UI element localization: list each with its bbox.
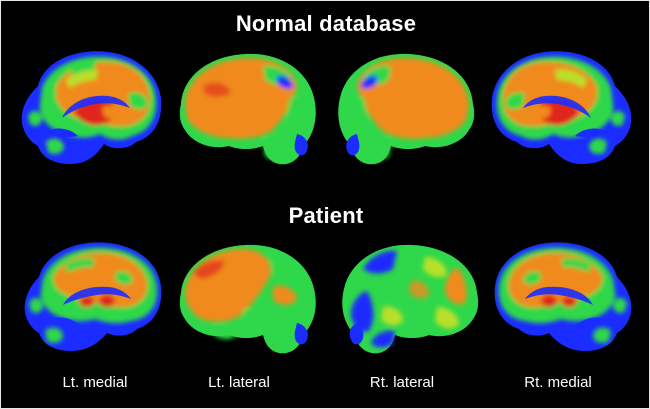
normal-lt-medial-brain-image <box>21 51 162 165</box>
view-label-rt-lateral: Rt. lateral <box>369 374 435 391</box>
normal-rt-medial-brain-image <box>491 51 632 165</box>
patient-title: Patient <box>288 203 364 228</box>
view-label-rt-medial: Rt. medial <box>524 374 592 391</box>
patient-lt-medial-brain-image <box>24 242 162 351</box>
patient-lt-lateral-brain-image <box>179 244 316 354</box>
normal-rt-lateral-brain-image <box>338 53 475 165</box>
view-label-lt-lateral: Lt. lateral <box>208 374 270 391</box>
normal-lt-lateral-brain-image <box>179 53 316 165</box>
normal-database-title: Normal database <box>235 11 417 36</box>
patient-rt-lateral-brain-image <box>342 244 479 354</box>
view-label-lt-medial: Lt. medial <box>62 374 128 391</box>
patient-rt-medial-brain-image <box>494 242 632 351</box>
